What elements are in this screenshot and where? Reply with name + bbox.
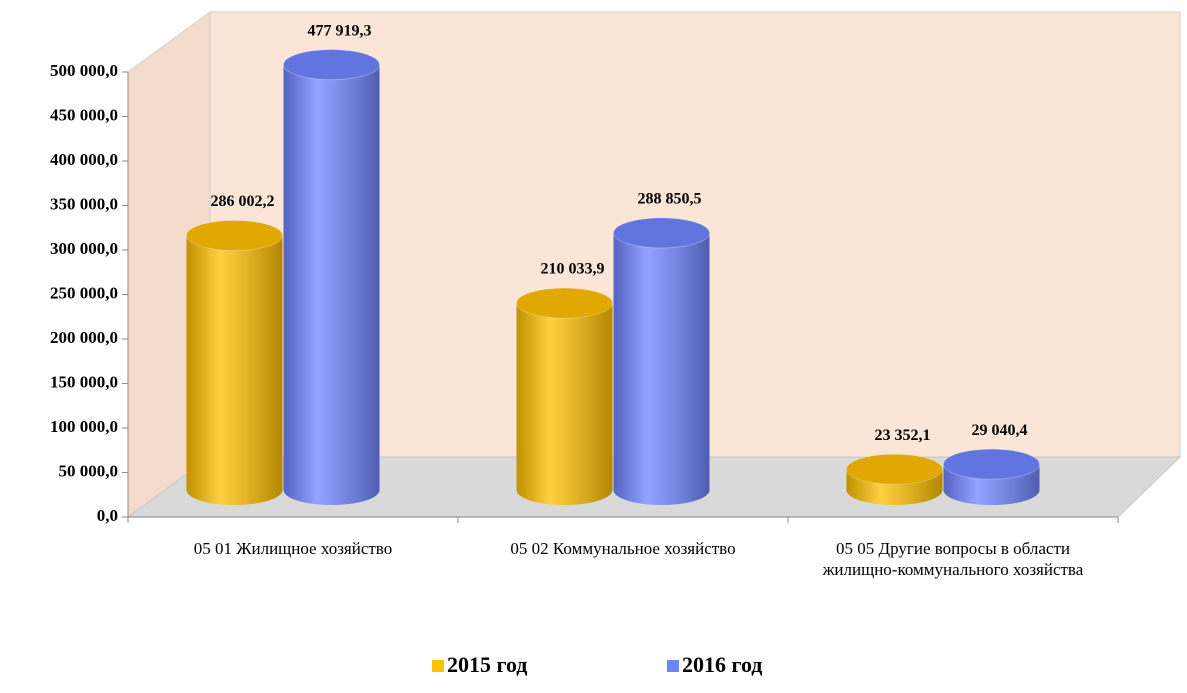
y-tick-label: 100 000,0 <box>50 417 118 436</box>
y-tick-label: 500 000,0 <box>50 61 118 80</box>
bar-top-shade <box>943 449 1040 480</box>
bar-top <box>516 287 613 319</box>
y-tick-label: 150 000,0 <box>50 372 118 391</box>
x-tick-label: 05 02 Коммунальное хозяйство <box>510 539 736 558</box>
y-tick-label: 250 000,0 <box>50 283 118 302</box>
value-label: 210 033,9 <box>541 261 605 278</box>
bar-shade <box>186 235 283 506</box>
y-tick-label: 200 000,0 <box>50 328 118 347</box>
value-label: 29 040,4 <box>972 422 1028 439</box>
legend-swatch <box>432 660 444 672</box>
legend-label: 2015 год <box>447 652 527 677</box>
legend-swatch <box>667 660 679 672</box>
bar-top <box>846 453 943 485</box>
y-tick-label: 50 000,0 <box>59 461 119 480</box>
bar-top-shade <box>186 220 283 251</box>
value-label: 288 850,5 <box>638 191 702 208</box>
y-tick-label: 350 000,0 <box>50 194 118 213</box>
bar-shade <box>613 232 710 506</box>
bar-top-shade <box>516 288 613 319</box>
legend-label: 2016 год <box>682 652 762 677</box>
x-tick-label: 05 05 Другие вопросы в области жилищно-к… <box>822 539 1084 579</box>
bar-top <box>943 448 1040 480</box>
bar-shade <box>516 303 613 506</box>
bar-top <box>186 219 283 251</box>
value-label: 23 352,1 <box>875 427 931 444</box>
y-tick-label: 450 000,0 <box>50 105 118 124</box>
x-tick-label: 05 01 Жилищное хозяйство <box>193 539 393 558</box>
y-tick-label: 300 000,0 <box>50 239 118 258</box>
bar-top-shade <box>283 49 380 80</box>
bar-top-shade <box>613 217 710 248</box>
bar-top <box>613 217 710 249</box>
bar-top-shade <box>846 454 943 485</box>
bar-top <box>283 49 380 81</box>
value-label: 286 002,2 <box>211 193 275 210</box>
y-tick-label: 400 000,0 <box>50 150 118 169</box>
value-label: 477 919,3 <box>308 22 372 39</box>
y-tick-label: 0,0 <box>97 506 118 525</box>
bar-shade <box>283 64 380 506</box>
